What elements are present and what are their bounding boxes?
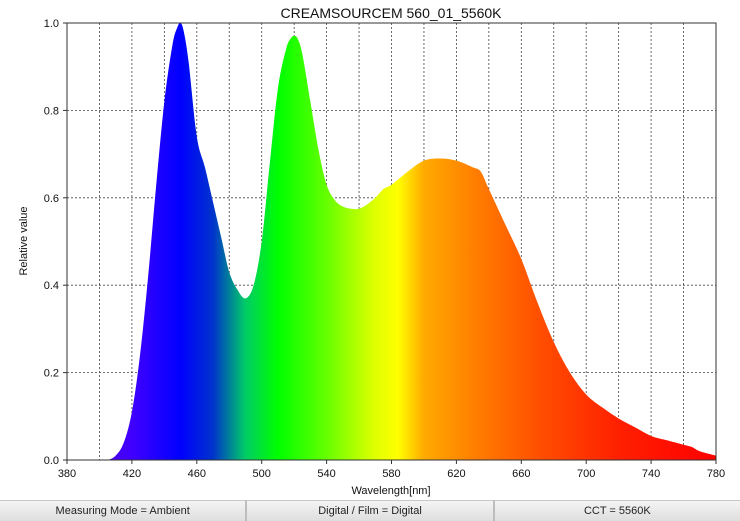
x-tick-label: 460: [188, 468, 206, 480]
x-tick-label: 740: [642, 468, 660, 480]
x-tick-label: 780: [707, 468, 725, 480]
x-tick-label: 540: [317, 468, 335, 480]
x-axis-label: Wavelength[nm]: [351, 485, 430, 497]
y-tick-label: 0.2: [44, 368, 59, 380]
x-tick-label: 420: [123, 468, 141, 480]
y-axis-ticks: 0.0 0.2 0.4 0.6 0.8 1.0: [44, 18, 67, 467]
x-tick-label: 380: [58, 468, 76, 480]
measuring-mode-status: Measuring Mode = Ambient: [0, 500, 246, 521]
x-tick-label: 620: [447, 468, 465, 480]
x-tick-label: 580: [382, 468, 400, 480]
y-tick-label: 0.6: [44, 193, 59, 205]
x-tick-label: 660: [512, 468, 530, 480]
y-tick-label: 0.4: [44, 280, 59, 292]
chart-title: CREAMSOURCEM 560_01_5560K: [281, 5, 503, 21]
cct-status: CCT = 5560K: [494, 500, 740, 521]
y-tick-label: 0.0: [44, 455, 59, 467]
x-tick-label: 500: [253, 468, 271, 480]
x-axis-ticks: 380 420 460 500 540 580 620 660 700 740 780: [58, 460, 725, 480]
status-bar: Measuring Mode = Ambient Digital / Film …: [0, 500, 740, 521]
y-axis-label: Relative value: [18, 206, 30, 275]
y-tick-label: 1.0: [44, 18, 59, 30]
film-mode-status: Digital / Film = Digital: [247, 500, 493, 521]
x-tick-label: 700: [577, 468, 595, 480]
spectrum-area: [67, 22, 716, 460]
spectrum-chart: CREAMSOURCEM 560_01_5560K 380 420 460 500 54…: [18, 5, 725, 497]
y-tick-label: 0.8: [44, 105, 59, 117]
